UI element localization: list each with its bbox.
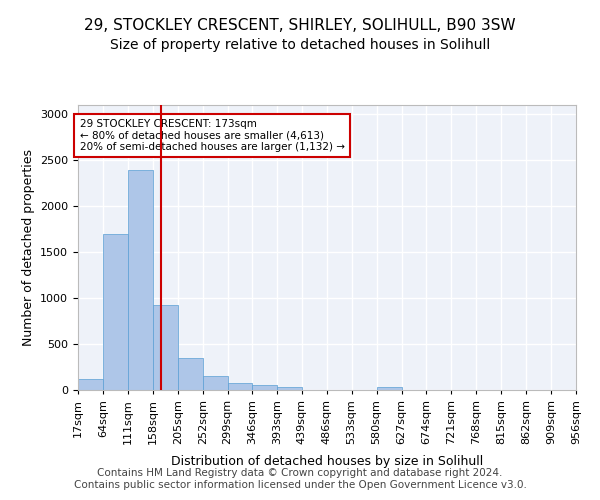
Bar bbox=[377, 387, 401, 390]
Bar bbox=[103, 234, 128, 390]
Text: 29 STOCKLEY CRESCENT: 173sqm
← 80% of detached houses are smaller (4,613)
20% of: 29 STOCKLEY CRESCENT: 173sqm ← 80% of de… bbox=[80, 119, 344, 152]
X-axis label: Distribution of detached houses by size in Solihull: Distribution of detached houses by size … bbox=[171, 456, 483, 468]
Text: 29, STOCKLEY CRESCENT, SHIRLEY, SOLIHULL, B90 3SW: 29, STOCKLEY CRESCENT, SHIRLEY, SOLIHULL… bbox=[84, 18, 516, 32]
Bar bbox=[203, 376, 227, 390]
Bar bbox=[277, 387, 302, 390]
Bar bbox=[78, 379, 103, 390]
Bar bbox=[128, 170, 153, 390]
Bar bbox=[178, 358, 203, 390]
Bar bbox=[227, 383, 253, 390]
Bar bbox=[153, 304, 178, 390]
Text: Contains HM Land Registry data © Crown copyright and database right 2024.
Contai: Contains HM Land Registry data © Crown c… bbox=[74, 468, 526, 490]
Text: Size of property relative to detached houses in Solihull: Size of property relative to detached ho… bbox=[110, 38, 490, 52]
Bar bbox=[253, 386, 277, 390]
Y-axis label: Number of detached properties: Number of detached properties bbox=[22, 149, 35, 346]
